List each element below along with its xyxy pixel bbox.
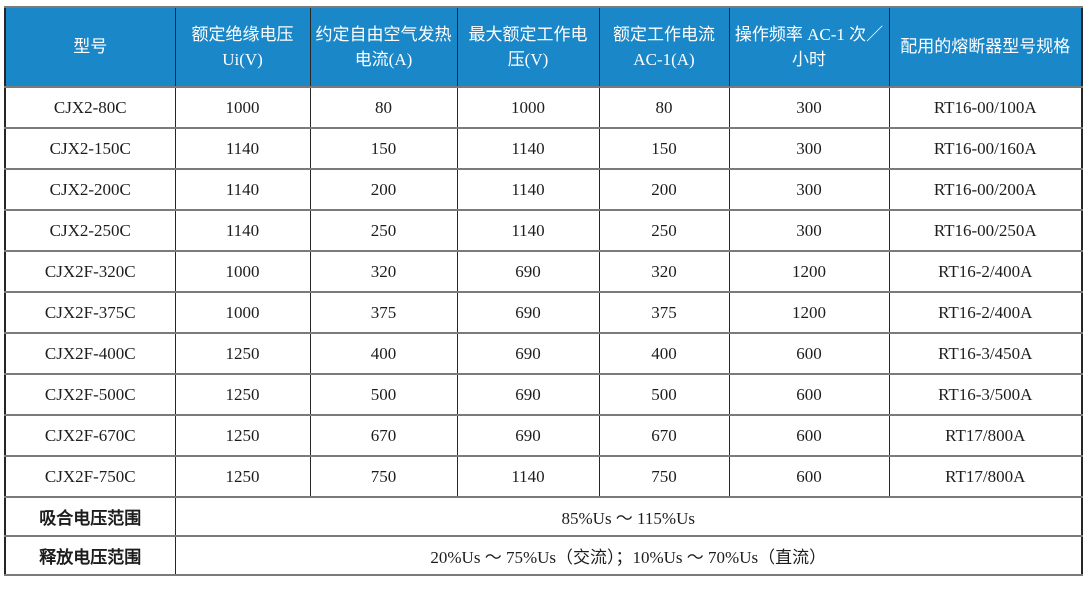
value-cell: 1000 [174, 86, 311, 129]
value-cell: 1140 [456, 455, 600, 498]
model-cell: CJX2F-500C [4, 373, 176, 416]
table-row: CJX2-200C 1140 200 1140 200 300 RT16-00/200A [4, 168, 1083, 211]
value-cell: 1250 [174, 373, 311, 416]
value-cell: RT16-2/400A [888, 250, 1083, 293]
table-row: CJX2-80C 1000 80 1000 80 300 RT16-00/100A [4, 86, 1083, 129]
table-row: CJX2F-750C 1250 750 1140 750 600 RT17/800A [4, 455, 1083, 498]
value-cell: RT16-00/250A [888, 209, 1083, 252]
value-cell: 200 [309, 168, 458, 211]
value-cell: 670 [309, 414, 458, 457]
model-cell: CJX2-250C [4, 209, 176, 252]
model-cell: CJX2F-400C [4, 332, 176, 375]
value-cell: RT16-00/200A [888, 168, 1083, 211]
value-cell: 1140 [174, 127, 311, 170]
value-cell: RT16-00/160A [888, 127, 1083, 170]
summary-row: 吸合电压范围 85%Us ～ 115%Us [4, 496, 1083, 537]
value-cell: 1200 [728, 250, 890, 293]
model-cell: CJX2F-375C [4, 291, 176, 334]
value-cell: 320 [309, 250, 458, 293]
value-cell: 320 [598, 250, 730, 293]
model-cell: CJX2F-670C [4, 414, 176, 457]
value-cell: 150 [598, 127, 730, 170]
value-cell: 750 [309, 455, 458, 498]
model-cell: CJX2-80C [4, 86, 176, 129]
table-row: CJX2F-500C 1250 500 690 500 600 RT16-3/500A [4, 373, 1083, 416]
value-cell: 1140 [174, 209, 311, 252]
summary-label: 释放电压范围 [4, 535, 176, 576]
value-cell: 150 [309, 127, 458, 170]
value-cell: 1140 [456, 127, 600, 170]
value-cell: RT16-00/100A [888, 86, 1083, 129]
value-cell: 1000 [456, 86, 600, 129]
value-cell: 300 [728, 127, 890, 170]
value-cell: 80 [598, 86, 730, 129]
model-cell: CJX2F-320C [4, 250, 176, 293]
value-cell: 300 [728, 209, 890, 252]
table-header: 型号 额定绝缘电压 Ui(V) 约定自由空气发热电流(A) 最大额定工作电压(V) 额定… [4, 6, 1083, 88]
value-cell: 1250 [174, 414, 311, 457]
summary-label: 吸合电压范围 [4, 496, 176, 537]
column-header-6: 操作频率 AC-1 次／小时 [728, 6, 890, 88]
table-row: CJX2-250C 1140 250 1140 250 300 RT16-00/250A [4, 209, 1083, 252]
column-header-4: 最大额定工作电压(V) [456, 6, 600, 88]
table-row: CJX2F-400C 1250 400 690 400 600 RT16-3/450A [4, 332, 1083, 375]
table-row: CJX2F-375C 1000 375 690 375 1200 RT16-2/400A [4, 291, 1083, 334]
value-cell: 400 [309, 332, 458, 375]
value-cell: 600 [728, 373, 890, 416]
summary-value: 20%Us ～ 75%Us（交流）；10%Us ～ 70%Us（直流） [174, 535, 1083, 576]
table-body: CJX2-80C 1000 80 1000 80 300 RT16-00/100A CJX2-… [4, 86, 1083, 498]
model-cell: CJX2-150C [4, 127, 176, 170]
contactor-spec-table: 型号 额定绝缘电压 Ui(V) 约定自由空气发热电流(A) 最大额定工作电压(V) 额定… [4, 6, 1083, 576]
model-cell: CJX2F-750C [4, 455, 176, 498]
value-cell: 1140 [174, 168, 311, 211]
value-cell: 1200 [728, 291, 890, 334]
summary-value: 85%Us ～ 115%Us [174, 496, 1083, 537]
column-header-3: 约定自由空气发热电流(A) [309, 6, 458, 88]
value-cell: 500 [309, 373, 458, 416]
table-row: CJX2-150C 1140 150 1140 150 300 RT16-00/160A [4, 127, 1083, 170]
value-cell: 690 [456, 332, 600, 375]
value-cell: 690 [456, 291, 600, 334]
value-cell: 690 [456, 373, 600, 416]
value-cell: 80 [309, 86, 458, 129]
table-summary: 吸合电压范围 85%Us ～ 115%Us 释放电压范围 20%Us ～ 75%Us（… [4, 496, 1083, 576]
value-cell: 600 [728, 414, 890, 457]
value-cell: RT16-3/450A [888, 332, 1083, 375]
summary-row: 释放电压范围 20%Us ～ 75%Us（交流）；10%Us ～ 70%Us（直流… [4, 535, 1083, 576]
value-cell: 200 [598, 168, 730, 211]
value-cell: 1000 [174, 250, 311, 293]
value-cell: RT16-2/400A [888, 291, 1083, 334]
value-cell: 250 [309, 209, 458, 252]
column-header-2: 额定绝缘电压 Ui(V) [174, 6, 311, 88]
column-header-5: 额定工作电流 AC-1(A) [598, 6, 730, 88]
value-cell: 1000 [174, 291, 311, 334]
value-cell: RT17/800A [888, 455, 1083, 498]
value-cell: 600 [728, 455, 890, 498]
value-cell: 1140 [456, 209, 600, 252]
value-cell: 300 [728, 86, 890, 129]
value-cell: 250 [598, 209, 730, 252]
column-header-1: 型号 [4, 6, 176, 88]
value-cell: 690 [456, 414, 600, 457]
value-cell: 375 [309, 291, 458, 334]
column-header-7: 配用的熔断器型号规格 [888, 6, 1083, 88]
value-cell: 375 [598, 291, 730, 334]
value-cell: 670 [598, 414, 730, 457]
table-row: CJX2F-320C 1000 320 690 320 1200 RT16-2/400A [4, 250, 1083, 293]
value-cell: 690 [456, 250, 600, 293]
value-cell: 400 [598, 332, 730, 375]
value-cell: 600 [728, 332, 890, 375]
value-cell: 500 [598, 373, 730, 416]
value-cell: RT16-3/500A [888, 373, 1083, 416]
value-cell: RT17/800A [888, 414, 1083, 457]
value-cell: 750 [598, 455, 730, 498]
value-cell: 1250 [174, 332, 311, 375]
header-row: 型号 额定绝缘电压 Ui(V) 约定自由空气发热电流(A) 最大额定工作电压(V) 额定… [4, 6, 1083, 88]
table-row: CJX2F-670C 1250 670 690 670 600 RT17/800A [4, 414, 1083, 457]
model-cell: CJX2-200C [4, 168, 176, 211]
value-cell: 1250 [174, 455, 311, 498]
value-cell: 300 [728, 168, 890, 211]
value-cell: 1140 [456, 168, 600, 211]
